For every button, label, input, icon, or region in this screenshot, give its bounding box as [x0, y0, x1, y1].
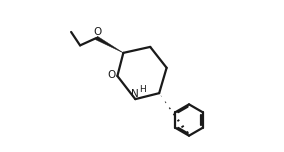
- Text: O: O: [93, 27, 101, 37]
- Text: N: N: [131, 89, 138, 99]
- Polygon shape: [95, 36, 123, 53]
- Text: O: O: [107, 70, 115, 80]
- Text: H: H: [139, 85, 145, 94]
